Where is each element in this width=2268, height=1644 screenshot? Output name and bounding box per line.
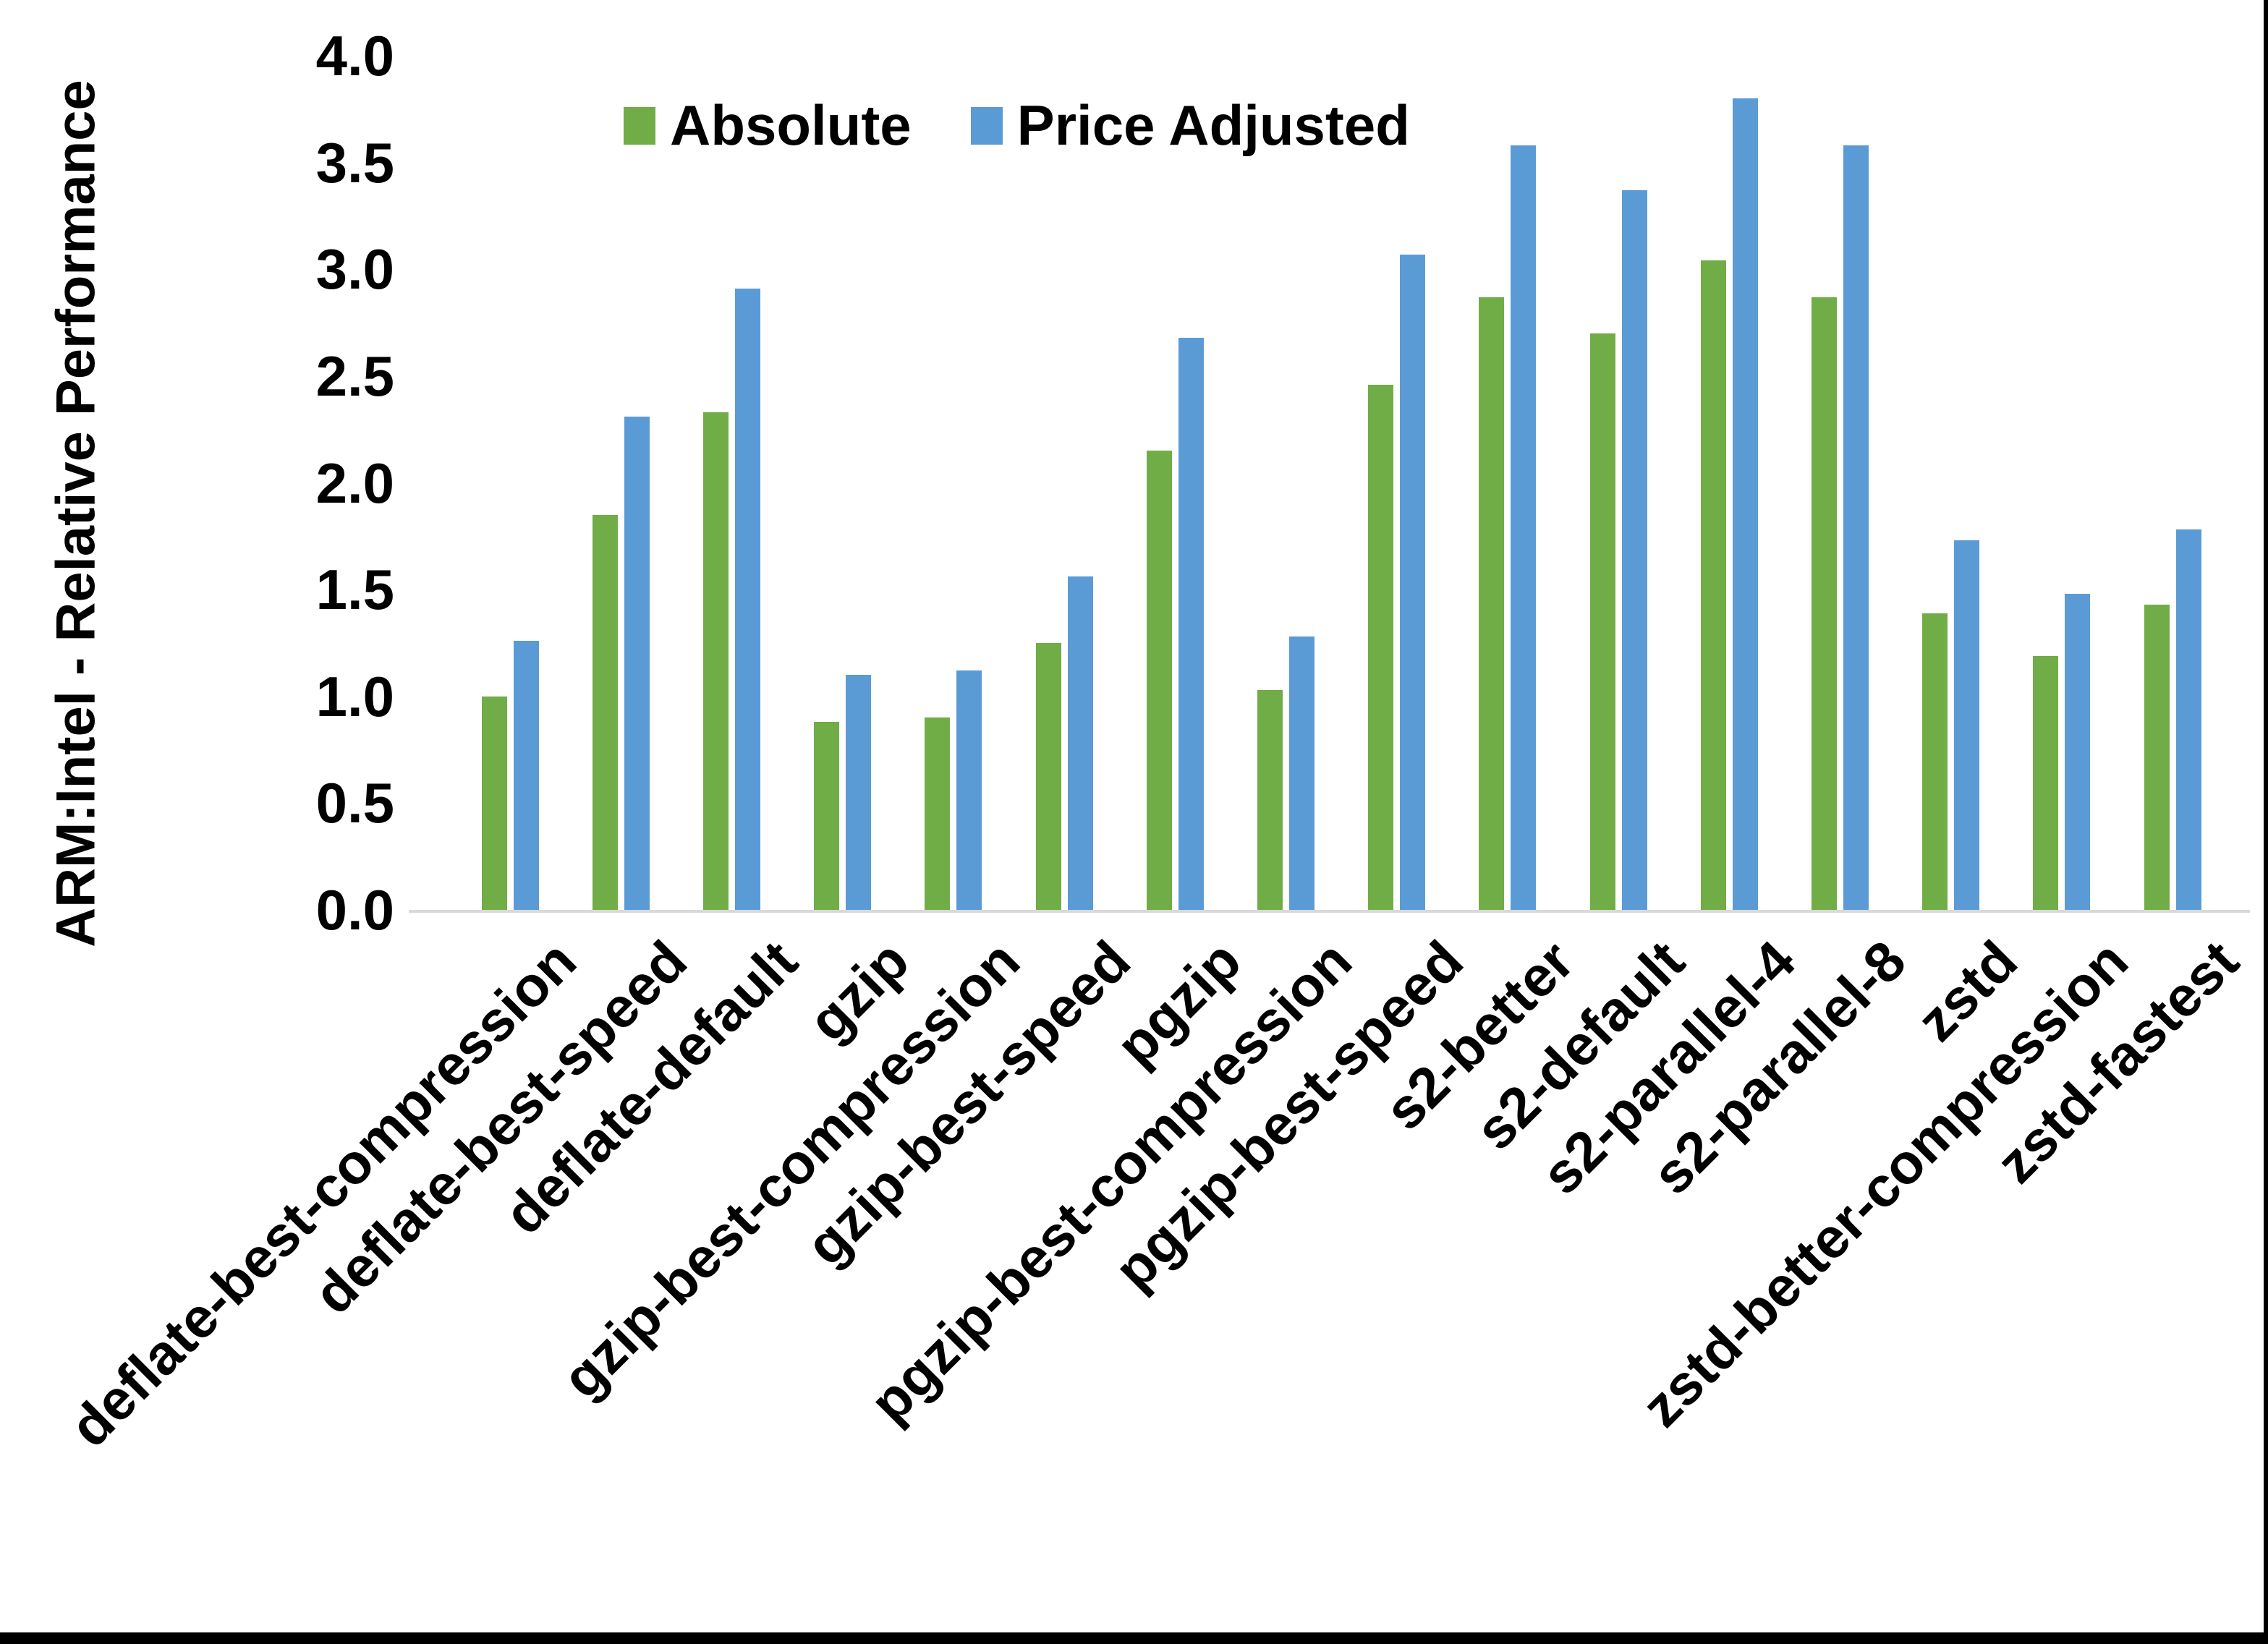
bar-absolute: [925, 717, 951, 910]
bar-price-adjusted: [846, 675, 872, 910]
bar-absolute: [1589, 333, 1615, 910]
y-tick-label: 1.5: [315, 558, 394, 622]
bar-price-adjusted: [1843, 145, 1869, 910]
bar-absolute: [592, 514, 618, 910]
bar-price-adjusted: [1732, 98, 1758, 910]
bar-absolute: [1368, 384, 1394, 910]
bar-price-adjusted: [1621, 190, 1647, 910]
bar-absolute: [814, 722, 840, 910]
bar-absolute: [702, 412, 729, 910]
bar-price-adjusted: [2175, 529, 2201, 910]
y-tick-label: 0.5: [315, 771, 394, 835]
bar-price-adjusted: [1067, 576, 1093, 910]
bar-price-adjusted: [1400, 254, 1426, 910]
legend: Absolute Price Adjusted: [624, 93, 1410, 158]
bar-absolute: [1700, 260, 1726, 910]
legend-swatch-price-adjusted-icon: [970, 106, 1003, 145]
y-tick-label: 4.0: [315, 24, 394, 88]
bar-absolute: [1479, 297, 1505, 910]
bar-price-adjusted: [513, 641, 539, 910]
bar-absolute: [1035, 642, 1061, 910]
plot-area: [409, 56, 2250, 913]
y-tick-label: 3.0: [315, 237, 394, 302]
bar-price-adjusted: [1288, 636, 1314, 910]
bar-absolute: [481, 696, 507, 910]
bar-price-adjusted: [624, 416, 650, 910]
bar-price-adjusted: [1954, 540, 1980, 910]
bar-price-adjusted: [1178, 337, 1204, 910]
y-tick-label: 2.5: [315, 344, 394, 408]
bar-absolute: [1146, 451, 1172, 910]
bar-price-adjusted: [2065, 594, 2091, 910]
y-tick-label: 0.0: [315, 878, 394, 942]
bar-price-adjusted: [956, 670, 982, 910]
screenshot-right-border: [2264, 0, 2268, 1644]
bar-absolute: [2033, 655, 2059, 910]
y-tick-label: 2.0: [315, 451, 394, 515]
y-tick-label: 1.0: [315, 664, 394, 728]
screenshot-bottom-border: [0, 1632, 2268, 1644]
y-tick-label: 3.5: [315, 130, 394, 195]
bar-absolute: [1922, 613, 1948, 910]
legend-label-price-adjusted: Price Adjusted: [1016, 93, 1410, 157]
bar-absolute: [2144, 604, 2170, 910]
legend-label-absolute: Absolute: [670, 93, 912, 157]
bar-absolute: [1811, 297, 1837, 910]
bar-absolute: [1257, 689, 1283, 910]
bar-price-adjusted: [734, 288, 760, 910]
bar-price-adjusted: [1511, 145, 1537, 910]
legend-swatch-absolute-icon: [624, 106, 655, 145]
